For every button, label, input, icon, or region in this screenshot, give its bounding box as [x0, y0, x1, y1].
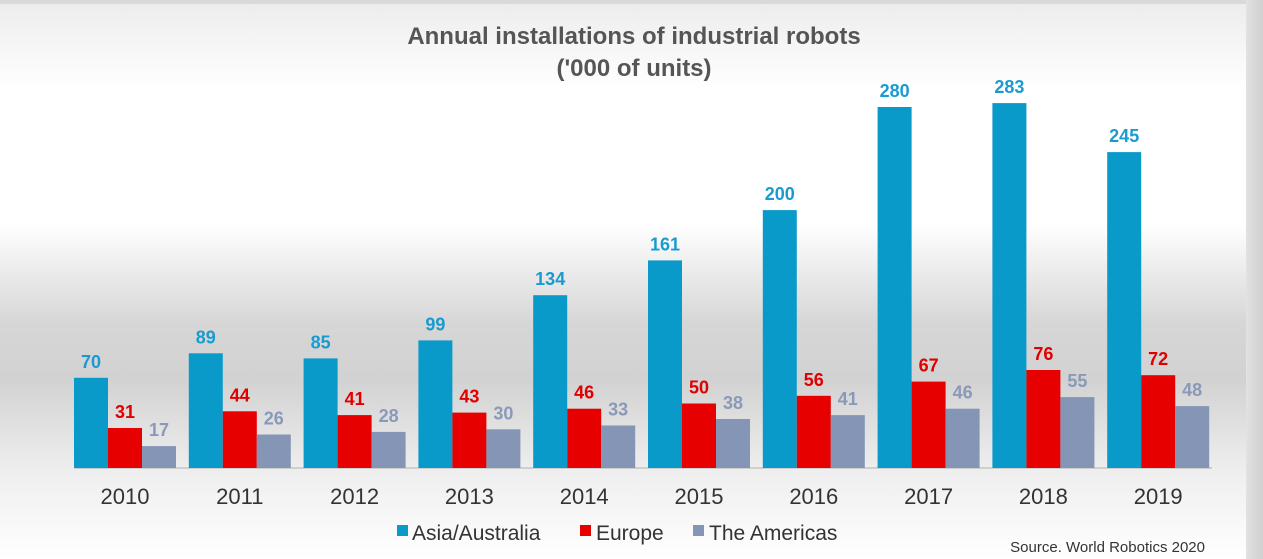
bar-europe-2018 — [1026, 370, 1061, 468]
data-label-europe-2018: 76 — [1033, 344, 1053, 364]
x-tick-label-2010: 2010 — [101, 484, 150, 509]
bar-americas-2017 — [945, 408, 980, 468]
source-note: Source. World Robotics 2020 — [1010, 539, 1205, 556]
data-label-americas-2017: 46 — [953, 383, 973, 403]
legend: Asia/Australia Europe The Americas — [397, 522, 837, 545]
bar-americas-2013 — [486, 429, 521, 468]
x-tick-label-2013: 2013 — [445, 484, 494, 509]
data-label-americas-2010: 17 — [149, 420, 169, 440]
legend-label-europe: Europe — [596, 522, 664, 545]
data-label-asia-2010: 70 — [81, 352, 101, 372]
bar-europe-2014 — [567, 408, 602, 468]
bar-asia-2017 — [877, 107, 912, 468]
x-tick-label-2019: 2019 — [1134, 484, 1183, 509]
bar-europe-2010 — [108, 428, 142, 468]
bar-americas-2012 — [371, 431, 406, 468]
bar-asia-2018 — [992, 103, 1027, 468]
bar-asia-2013 — [418, 340, 453, 468]
data-label-americas-2018: 55 — [1067, 371, 1087, 391]
data-label-asia-2016: 200 — [765, 184, 795, 204]
chart-title: Annual installations of industrial robot… — [407, 23, 860, 50]
bar-asia-2012 — [303, 358, 338, 468]
bar-europe-2013 — [452, 412, 487, 468]
legend-label-asia: Asia/Australia — [412, 522, 541, 545]
bar-asia-2010 — [74, 377, 108, 469]
bar-americas-2018 — [1060, 397, 1095, 468]
x-tick-label-2011: 2011 — [216, 484, 263, 509]
x-tick-label-2012: 2012 — [330, 484, 379, 509]
data-label-europe-2019: 72 — [1148, 349, 1168, 369]
data-label-europe-2012: 41 — [345, 389, 365, 409]
data-label-americas-2016: 41 — [838, 389, 858, 409]
x-tick-label-2015: 2015 — [675, 484, 724, 509]
data-label-asia-2019: 245 — [1109, 126, 1139, 146]
right-border — [1246, 0, 1263, 559]
bar-americas-2019 — [1175, 406, 1210, 468]
bar-asia-2019 — [1107, 152, 1142, 468]
bar-europe-2015 — [682, 403, 716, 468]
x-tick-label-2016: 2016 — [789, 484, 838, 509]
bar-americas-2016 — [830, 415, 865, 468]
bar-americas-2015 — [716, 419, 750, 468]
chart-subtitle: ('000 of units) — [556, 55, 711, 82]
data-label-asia-2012: 85 — [311, 332, 331, 352]
top-border — [0, 0, 1263, 4]
data-label-europe-2015: 50 — [689, 378, 709, 398]
legend-swatch-americas — [693, 525, 704, 536]
bar-asia-2015 — [648, 260, 682, 468]
data-label-americas-2014: 33 — [608, 400, 628, 420]
x-tick-label-2014: 2014 — [560, 484, 609, 509]
x-tick-label-2018: 2018 — [1019, 484, 1068, 509]
data-label-europe-2013: 43 — [459, 387, 479, 407]
data-label-europe-2016: 56 — [804, 370, 824, 390]
bar-asia-2011 — [188, 353, 223, 468]
bar-americas-2010 — [142, 446, 176, 468]
data-label-asia-2013: 99 — [425, 314, 445, 334]
data-label-americas-2019: 48 — [1182, 380, 1202, 400]
data-label-asia-2014: 134 — [535, 269, 565, 289]
bar-europe-2019 — [1141, 375, 1176, 468]
data-label-americas-2011: 26 — [264, 409, 284, 429]
bar-asia-2016 — [762, 210, 797, 468]
data-label-americas-2015: 38 — [723, 393, 743, 413]
bar-europe-2011 — [222, 411, 257, 468]
data-label-americas-2013: 30 — [493, 403, 513, 423]
bar-europe-2017 — [911, 381, 946, 468]
data-label-asia-2015: 161 — [650, 234, 680, 254]
legend-swatch-europe — [580, 525, 591, 536]
bar-europe-2016 — [796, 395, 831, 468]
data-label-europe-2011: 44 — [230, 385, 250, 405]
data-label-americas-2012: 28 — [379, 406, 399, 426]
data-label-europe-2014: 46 — [574, 383, 594, 403]
legend-swatch-asia — [397, 525, 408, 536]
data-label-asia-2018: 283 — [994, 77, 1024, 97]
data-label-asia-2017: 280 — [880, 81, 910, 101]
data-label-europe-2010: 31 — [115, 402, 135, 422]
x-tick-label-2017: 2017 — [904, 484, 953, 509]
x-ticks-group: 2010 2011 2012 2013 2014 2015 2016 2017 2018 2019 — [101, 484, 1183, 509]
data-label-asia-2011: 89 — [196, 327, 216, 347]
bar-americas-2014 — [601, 425, 636, 468]
data-label-europe-2017: 67 — [919, 356, 939, 376]
bars-group: 70 31 17 89 44 26 85 41 28 99 43 30 134 46 33 161 50 38 20… — [74, 77, 1210, 469]
bar-asia-2014 — [533, 295, 568, 468]
legend-label-americas: The Americas — [709, 522, 837, 545]
bar-europe-2012 — [337, 415, 372, 468]
bar-americas-2011 — [256, 434, 291, 468]
